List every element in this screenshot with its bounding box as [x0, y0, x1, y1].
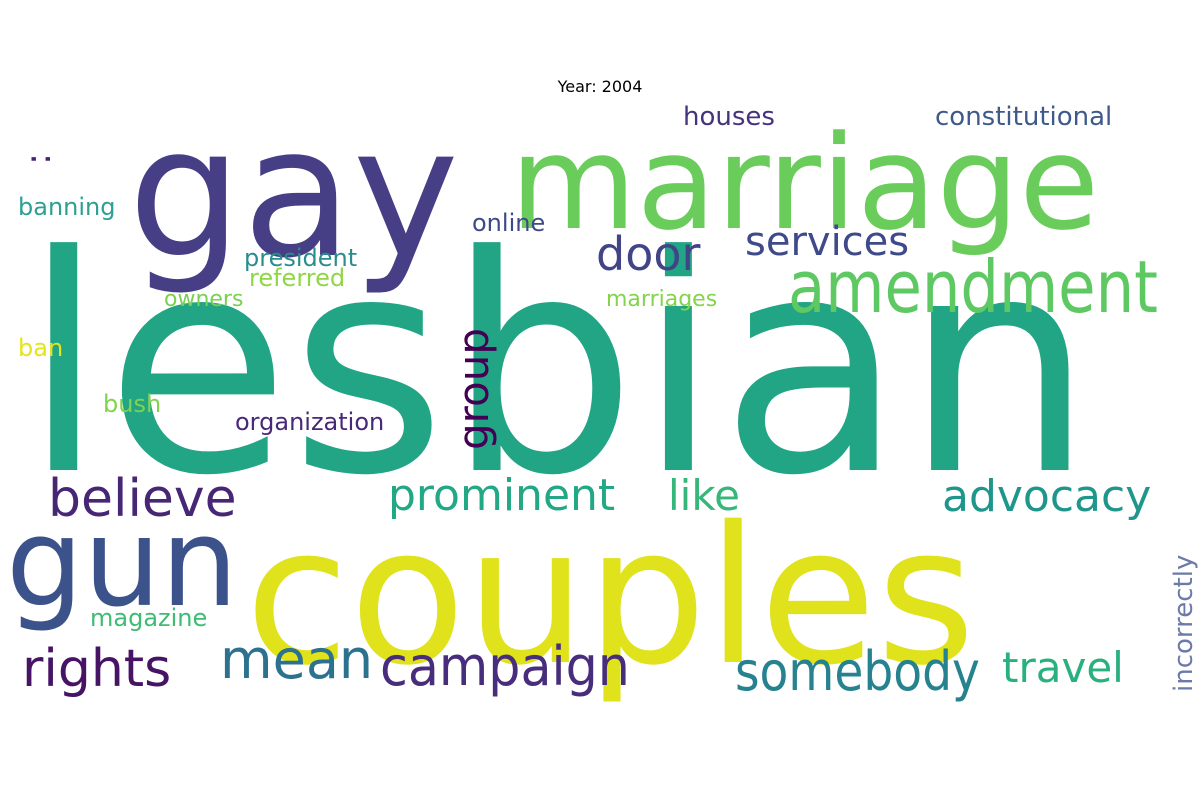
word-president: president [244, 244, 357, 272]
word-services: services [745, 219, 909, 265]
word-organization: organization [235, 408, 384, 436]
word-constitutional: constitutional [935, 102, 1112, 132]
word-lesbian: lesbian [22, 192, 1094, 541]
word-amendment: amendment [788, 245, 1158, 329]
word-travel: travel [1002, 643, 1124, 692]
word-marriage: marriage [510, 107, 1099, 259]
word-ban: ban [18, 334, 63, 362]
word-somebody: somebody [735, 640, 980, 703]
word-prominent: prominent [388, 470, 615, 521]
word-marriages: marriages [606, 287, 717, 312]
word-houses: houses [683, 102, 775, 132]
figure-title: Year: 2004 [557, 77, 643, 96]
word-mean: mean [220, 628, 373, 691]
word-believe: believe [48, 469, 237, 529]
word-incorrectly: incorrectly [1169, 555, 1199, 692]
word-bush: bush [103, 390, 161, 418]
word-online: online [472, 209, 545, 237]
word-couples: couples [245, 486, 975, 707]
word-campaign: campaign [380, 636, 630, 699]
word-referred: referred [249, 264, 345, 292]
word-door: door [596, 227, 700, 281]
word-magazine: magazine [90, 604, 207, 632]
word-gun: gun [6, 492, 238, 634]
word-colon: : [18, 153, 59, 165]
word-rights: rights [22, 639, 171, 699]
word-owners: owners [164, 287, 243, 312]
word-banning: banning [18, 193, 115, 221]
word-advocacy: advocacy [942, 471, 1151, 522]
word-group: group [449, 328, 498, 450]
word-like: like [668, 471, 740, 520]
word-gay: gay [128, 89, 459, 298]
